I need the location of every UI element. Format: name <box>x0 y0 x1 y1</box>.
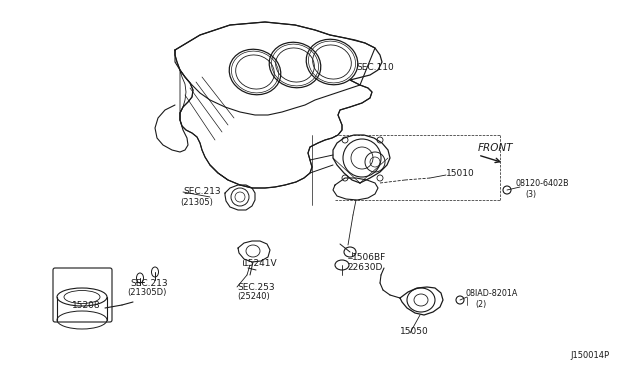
Text: (21305): (21305) <box>180 198 213 206</box>
Text: (2): (2) <box>475 299 486 308</box>
Text: SEC.213: SEC.213 <box>130 279 168 288</box>
Text: SEC.213: SEC.213 <box>183 187 221 196</box>
Text: 08120-6402B: 08120-6402B <box>515 180 568 189</box>
Text: FRONT: FRONT <box>478 143 513 153</box>
Text: (25240): (25240) <box>237 292 269 301</box>
Text: SEC.110: SEC.110 <box>356 64 394 73</box>
Text: (3): (3) <box>525 189 536 199</box>
Text: 15050: 15050 <box>400 327 429 337</box>
Text: 15241V: 15241V <box>243 259 278 267</box>
Text: 15010: 15010 <box>446 169 475 177</box>
Text: 15208: 15208 <box>72 301 100 310</box>
Text: 22630D: 22630D <box>347 263 382 273</box>
FancyBboxPatch shape <box>53 268 112 322</box>
Text: J150014P: J150014P <box>570 350 609 359</box>
Text: (21305D): (21305D) <box>127 289 166 298</box>
Text: 08IAD-8201A: 08IAD-8201A <box>465 289 517 298</box>
Text: SEC.253: SEC.253 <box>237 282 275 292</box>
Text: 1506BF: 1506BF <box>352 253 387 262</box>
